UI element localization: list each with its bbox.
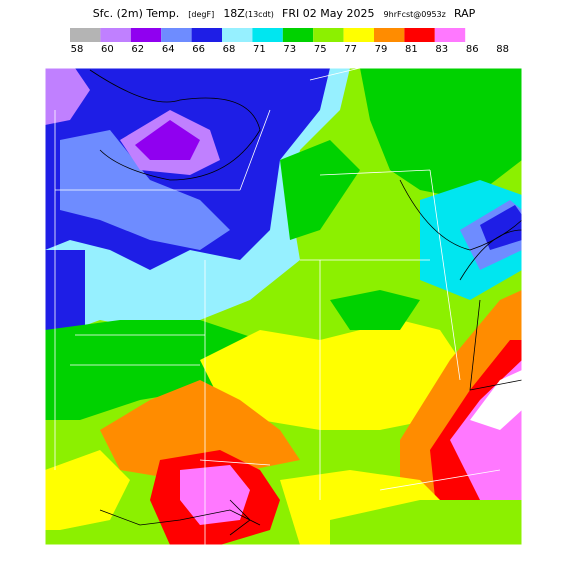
color-swatch: [161, 28, 192, 42]
colorbar-label: 79: [375, 44, 388, 55]
colorbar-label: 60: [101, 44, 114, 55]
map-frame: [44, 67, 523, 546]
title: Sfc. (2m) Temp. [degF] 18Z(13cdt) FRI 02…: [93, 4, 476, 23]
color-swatch: [374, 28, 405, 42]
title-part: (13cdt): [245, 10, 274, 19]
temperature-field: [45, 68, 522, 545]
colorbar-label: 62: [131, 44, 144, 55]
color-swatch: [282, 28, 314, 42]
color-swatch: [252, 28, 283, 42]
title-part: [degF]: [188, 10, 214, 19]
colorbar-label: 73: [283, 44, 296, 55]
colorbar-label: 88: [496, 44, 509, 55]
color-swatch: [70, 28, 101, 42]
title-part: 18Z: [223, 7, 245, 20]
colorbar-label: 66: [192, 44, 205, 55]
contours: [89, 69, 522, 536]
color-swatch: [404, 28, 435, 42]
colorbar-label: 71: [253, 44, 266, 55]
state-borders: [54, 68, 501, 545]
color-swatch: [191, 28, 222, 42]
title-part: FRI 02 May 2025: [282, 7, 374, 20]
colorbar-label: 77: [344, 44, 357, 55]
color-swatch: [313, 28, 344, 42]
color-swatch: [343, 28, 374, 42]
title-part: RAP: [454, 7, 476, 20]
colorbar-label: 86: [466, 44, 479, 55]
colorbar-label: 83: [435, 44, 448, 55]
colorbar-label: 58: [71, 44, 84, 55]
color-swatch: [100, 28, 131, 42]
title-part: 9hrFcst@0953z: [384, 10, 446, 19]
colorbar: 58 60 62 64 66 68 71 73 75 77 79 81 83 86 88: [70, 28, 509, 55]
color-swatch: [222, 28, 253, 42]
color-swatch: [130, 28, 162, 42]
title-part: Sfc. (2m) Temp.: [93, 7, 180, 20]
color-swatch: [434, 28, 466, 42]
colorbar-label: 75: [314, 44, 327, 55]
colorbar-label: 81: [405, 44, 418, 55]
colorbar-label: 68: [223, 44, 236, 55]
colorbar-label: 64: [162, 44, 175, 55]
